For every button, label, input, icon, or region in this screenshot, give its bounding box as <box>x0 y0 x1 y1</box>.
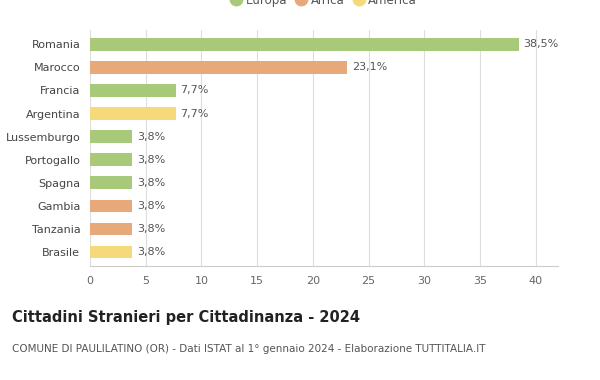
Text: 3,8%: 3,8% <box>137 178 165 188</box>
Bar <box>90 130 133 143</box>
Bar <box>90 223 133 235</box>
Bar <box>90 176 133 189</box>
Bar <box>90 38 519 51</box>
Text: 3,8%: 3,8% <box>137 224 165 234</box>
Text: COMUNE DI PAULILATINO (OR) - Dati ISTAT al 1° gennaio 2024 - Elaborazione TUTTIT: COMUNE DI PAULILATINO (OR) - Dati ISTAT … <box>12 344 485 354</box>
Legend: Europa, Africa, America: Europa, Africa, America <box>232 0 416 7</box>
Text: 38,5%: 38,5% <box>523 39 559 49</box>
Text: 3,8%: 3,8% <box>137 247 165 257</box>
Text: 3,8%: 3,8% <box>137 131 165 142</box>
Bar <box>90 107 176 120</box>
Bar <box>90 200 133 212</box>
Text: 3,8%: 3,8% <box>137 201 165 211</box>
Text: 23,1%: 23,1% <box>352 62 387 72</box>
Text: 7,7%: 7,7% <box>180 86 209 95</box>
Bar <box>90 61 347 74</box>
Text: 3,8%: 3,8% <box>137 155 165 165</box>
Bar <box>90 154 133 166</box>
Bar <box>90 246 133 258</box>
Text: 7,7%: 7,7% <box>180 109 209 119</box>
Text: Cittadini Stranieri per Cittadinanza - 2024: Cittadini Stranieri per Cittadinanza - 2… <box>12 310 360 325</box>
Bar <box>90 84 176 97</box>
